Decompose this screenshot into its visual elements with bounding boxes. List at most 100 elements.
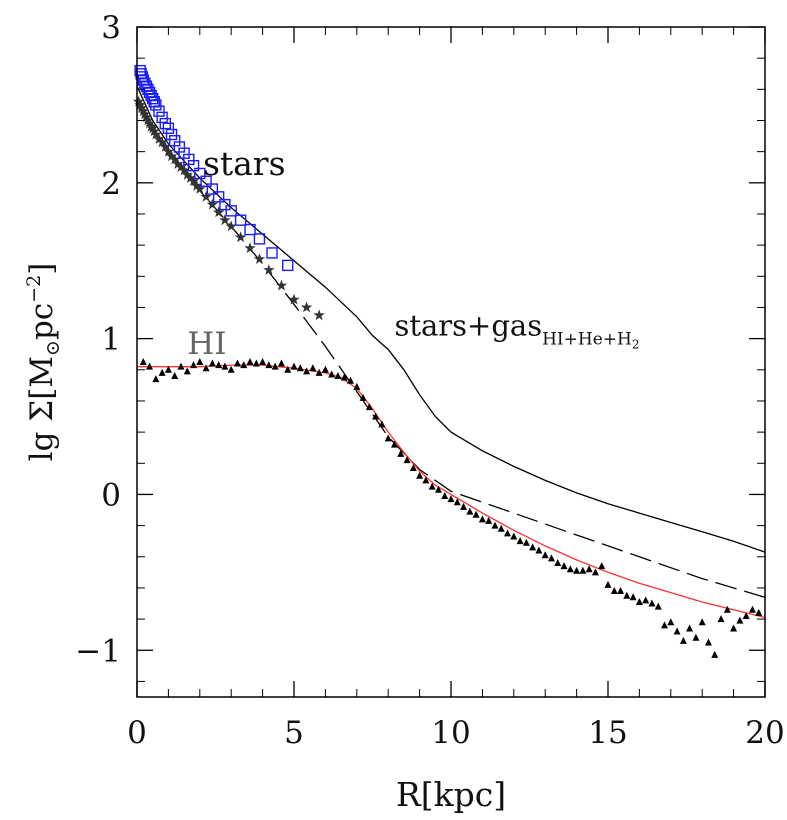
star-point: [175, 161, 187, 173]
hi-triangle-point: [215, 361, 223, 369]
hi-triangle-point: [730, 624, 738, 632]
hi-triangle-point: [692, 633, 700, 641]
hi-triangle-point: [416, 471, 424, 479]
star-point: [139, 108, 151, 120]
star-box-point: [282, 259, 294, 272]
star-box-point: [165, 128, 178, 141]
annotation-hi: HI: [187, 326, 226, 362]
star-point: [212, 206, 225, 218]
hi-triangle-point: [723, 605, 731, 613]
hi-triangle-point: [152, 375, 160, 383]
hi-triangle-point: [227, 365, 235, 373]
star-box-point: [234, 214, 247, 226]
hi-triangle-point: [409, 463, 417, 471]
series-line-3: [137, 364, 766, 619]
star-box-point: [266, 247, 278, 259]
hi-triangle-point: [171, 372, 179, 380]
star-box-point: [225, 205, 237, 217]
hi-triangle-point: [190, 361, 198, 369]
star-point: [148, 125, 160, 137]
hi-triangle-point: [428, 482, 436, 490]
hi-triangle-point: [240, 361, 248, 369]
hi-triangle-point: [246, 358, 254, 365]
hi-triangle-point: [579, 566, 587, 574]
hi-triangle-point: [139, 358, 147, 365]
hi-triangle-point: [654, 602, 662, 610]
hi-triangle-point: [296, 364, 304, 372]
hi-triangle-point: [617, 587, 625, 595]
x-tick-label: 0: [127, 715, 147, 751]
hi-triangle-point: [177, 362, 185, 370]
star-point: [140, 111, 153, 123]
star-point: [162, 145, 175, 157]
hi-triangle-point: [347, 376, 355, 384]
hi-triangle-point: [334, 372, 342, 380]
star-point: [145, 120, 157, 132]
hi-triangle-point: [453, 498, 461, 506]
hi-triangle-point: [378, 420, 386, 428]
y-axis-label: lg Σ[M⊙pc−2]: [23, 263, 64, 462]
hi-triangle-point: [504, 529, 512, 537]
star-point: [143, 117, 156, 129]
star-point: [178, 164, 190, 176]
y-label-exp: −2: [23, 275, 45, 303]
hi-triangle-point: [522, 538, 530, 546]
y-tick-label: 3: [101, 10, 121, 46]
y-label-main: lg Σ[M: [24, 356, 60, 461]
star-box-point: [153, 105, 165, 117]
x-tick-label: 10: [431, 715, 470, 751]
hi-triangle-point: [221, 362, 229, 370]
hi-triangle-point: [183, 367, 191, 375]
star-point: [132, 95, 145, 107]
star-point: [153, 133, 165, 144]
hi-triangle-point: [271, 362, 279, 370]
hi-triangle-point: [573, 566, 581, 574]
star-point: [137, 105, 149, 116]
annotation-stars: stars: [203, 144, 286, 183]
hi-triangle-point: [635, 597, 643, 605]
hi-triangle-point: [359, 393, 367, 401]
star-point: [165, 150, 178, 162]
hi-triangle-point: [610, 587, 618, 595]
hi-triangle-point: [284, 365, 292, 373]
hi-triangle-point: [667, 618, 675, 626]
hi-triangle-point: [164, 365, 172, 373]
star-box-point: [146, 92, 159, 105]
y-tick-label: −1: [75, 633, 121, 669]
hi-triangle-point: [265, 361, 273, 369]
hi-triangle-point: [485, 516, 493, 524]
hi-triangle-point: [390, 440, 398, 448]
star-box-point: [194, 167, 206, 180]
hi-triangle-point: [566, 565, 574, 573]
y-tick-label: 2: [101, 166, 121, 202]
hi-triangle-point: [277, 359, 285, 367]
hi-triangle-point: [422, 476, 430, 484]
points-layer: [132, 64, 763, 658]
star-box-point: [206, 183, 219, 195]
hi-triangle-point: [535, 546, 543, 554]
annotation-total: stars+gasHI+He+H2: [394, 309, 639, 352]
hi-triangle-point: [321, 365, 329, 373]
hi-triangle-point: [384, 434, 392, 442]
hi-triangle-point: [742, 611, 750, 619]
hi-triangle-point: [629, 593, 637, 601]
star-point: [156, 136, 168, 148]
hi-triangle-point: [158, 368, 166, 376]
star-point: [169, 153, 181, 165]
hi-triangle-point: [755, 608, 763, 616]
hi-triangle-point: [441, 492, 449, 499]
x-axis-label: R[kpc]: [396, 775, 506, 814]
star-point: [136, 102, 148, 113]
hi-triangle-point: [516, 537, 524, 545]
annotation-total-subsub: 2: [632, 338, 640, 352]
star-point: [253, 253, 266, 264]
hi-triangle-point: [340, 373, 348, 381]
star-point: [200, 190, 212, 202]
star-point: [184, 172, 197, 183]
hi-triangle-point: [434, 485, 442, 493]
y-tick-label: 1: [101, 322, 121, 358]
hi-triangle-point: [648, 599, 656, 607]
star-point: [142, 114, 154, 126]
